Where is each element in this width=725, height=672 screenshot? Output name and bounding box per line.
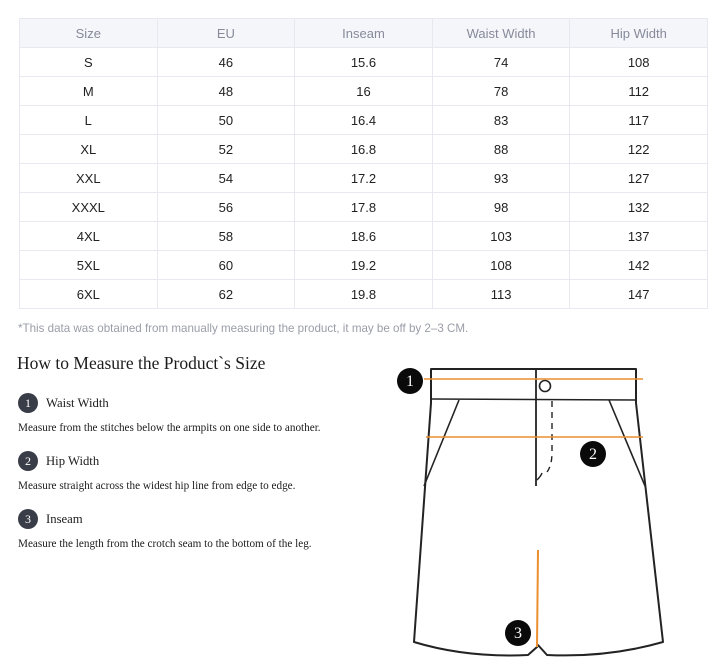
svg-text:1: 1 [406,373,414,390]
svg-text:2: 2 [589,446,597,463]
svg-text:3: 3 [514,625,522,642]
